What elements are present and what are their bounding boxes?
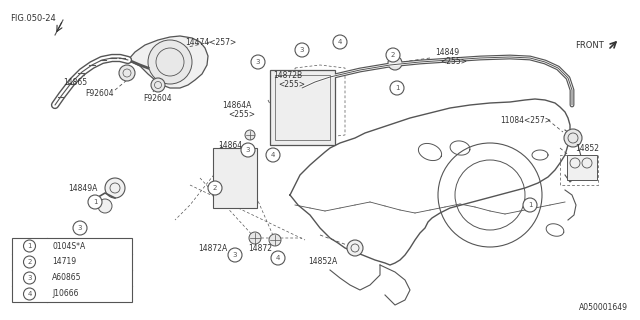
Text: 14872B: 14872B (273, 70, 302, 79)
Text: 11084<257>: 11084<257> (500, 116, 551, 124)
Circle shape (297, 110, 307, 120)
Text: J10666: J10666 (52, 290, 79, 299)
Text: 14849A: 14849A (68, 183, 97, 193)
Circle shape (24, 240, 35, 252)
Circle shape (241, 143, 255, 157)
Text: 4: 4 (338, 39, 342, 45)
Polygon shape (128, 36, 208, 88)
Circle shape (208, 181, 222, 195)
Circle shape (266, 148, 280, 162)
Text: 14864A: 14864A (222, 100, 252, 109)
Circle shape (151, 78, 165, 92)
Text: 1: 1 (395, 85, 399, 91)
Circle shape (98, 199, 112, 213)
Circle shape (73, 221, 87, 235)
Circle shape (119, 65, 135, 81)
Text: 1: 1 (93, 199, 97, 205)
Circle shape (245, 130, 255, 140)
Circle shape (249, 232, 261, 244)
Text: 4: 4 (271, 152, 275, 158)
Circle shape (24, 272, 35, 284)
Text: 14852A: 14852A (308, 258, 337, 267)
Text: 2: 2 (391, 52, 395, 58)
Circle shape (388, 56, 402, 70)
Circle shape (24, 288, 35, 300)
Circle shape (269, 234, 281, 246)
Circle shape (295, 43, 309, 57)
Text: <255>: <255> (228, 109, 255, 118)
Circle shape (564, 129, 582, 147)
Text: F92604: F92604 (143, 93, 172, 102)
Text: 14474<257>: 14474<257> (185, 37, 236, 46)
Text: 1: 1 (528, 202, 532, 208)
Text: 14864: 14864 (218, 140, 242, 149)
Circle shape (148, 40, 192, 84)
Text: 3: 3 (233, 252, 237, 258)
Text: A60865: A60865 (52, 274, 81, 283)
Text: 1: 1 (28, 243, 32, 249)
Circle shape (251, 55, 265, 69)
Text: 0104S*A: 0104S*A (52, 242, 85, 251)
Text: 14865: 14865 (63, 77, 87, 86)
Text: 2: 2 (213, 185, 217, 191)
Bar (275, 75, 330, 140)
Circle shape (386, 48, 400, 62)
Text: FIG.050-24: FIG.050-24 (10, 13, 56, 22)
Circle shape (347, 240, 363, 256)
Text: F92604: F92604 (85, 89, 114, 98)
Circle shape (88, 195, 102, 209)
Bar (12, 238, 132, 302)
Circle shape (24, 256, 35, 268)
Text: 3: 3 (300, 47, 304, 53)
Circle shape (333, 35, 347, 49)
Text: <255>: <255> (278, 79, 305, 89)
Text: A050001649: A050001649 (579, 303, 628, 312)
Text: 3: 3 (77, 225, 83, 231)
Circle shape (223, 151, 247, 175)
Circle shape (228, 248, 242, 262)
Text: 4: 4 (28, 291, 32, 297)
Circle shape (390, 81, 404, 95)
Bar (213, 148, 257, 208)
Text: <255>: <255> (440, 57, 467, 66)
Text: 3: 3 (256, 59, 260, 65)
Text: 14872: 14872 (248, 244, 272, 252)
Text: 14852: 14852 (575, 143, 599, 153)
Circle shape (523, 198, 537, 212)
Text: 2: 2 (28, 259, 32, 265)
Text: 3: 3 (246, 147, 250, 153)
Bar (270, 70, 335, 145)
Text: 14849: 14849 (435, 47, 459, 57)
Text: 4: 4 (276, 255, 280, 261)
Text: FRONT: FRONT (575, 41, 604, 50)
Text: 14719: 14719 (52, 258, 76, 267)
Circle shape (271, 251, 285, 265)
Circle shape (105, 178, 125, 198)
Text: 3: 3 (28, 275, 32, 281)
Bar (567, 155, 597, 180)
Text: 14872A: 14872A (198, 244, 227, 252)
